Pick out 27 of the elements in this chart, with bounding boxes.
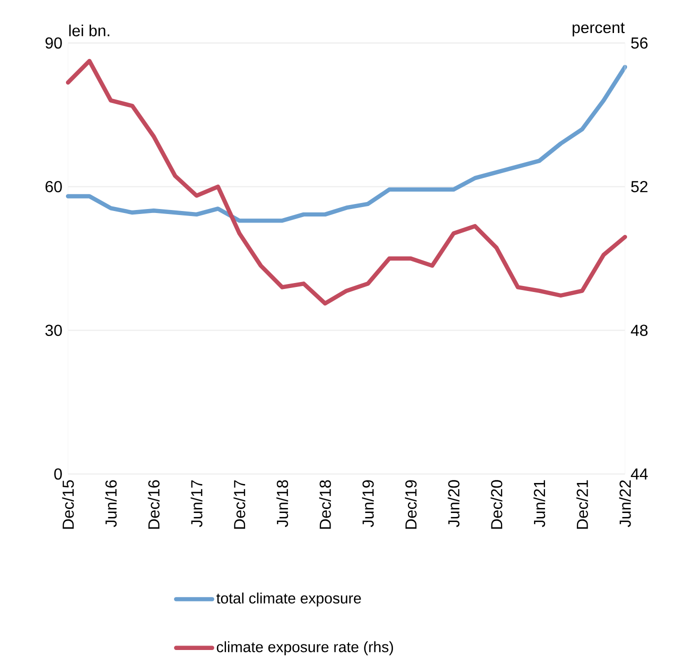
- x-tick-label: Dec/19: [404, 480, 417, 529]
- x-tick-label: Jun/21: [533, 480, 546, 528]
- y-tick-label: 30: [45, 324, 62, 336]
- x-tick-label: Jun/16: [104, 480, 117, 528]
- legend-label: climate exposure rate (rhs): [216, 641, 393, 656]
- x-tick-label: Jun/17: [190, 480, 202, 528]
- x-tick-label: Jun/18: [276, 480, 288, 528]
- x-tick-label: Dec/17: [234, 480, 246, 529]
- x-tick-label: Jun/22: [619, 480, 631, 528]
- x-tick-label: Dec/20: [490, 480, 502, 529]
- x-tick-label: Jun/20: [448, 480, 460, 528]
- x-tick-label: Dec/16: [148, 480, 160, 529]
- legend-label: total climate exposure: [216, 592, 361, 606]
- x-tick-label: Dec/18: [319, 480, 331, 529]
- y-tick-label: 90: [46, 37, 62, 49]
- x-tick-label: Jun/19: [362, 480, 374, 528]
- x-tick-label: Dec/15: [62, 480, 74, 529]
- y2-tick-label: 48: [630, 324, 648, 336]
- y2-tick-label: 56: [631, 37, 648, 49]
- y-tick-label: 0: [54, 468, 62, 480]
- x-tick-label: Dec/21: [576, 480, 588, 529]
- y2-axis-title: percent: [572, 22, 625, 36]
- line-series: [66, 58, 628, 306]
- y2-tick-label: 44: [630, 468, 648, 480]
- y-tick-label: 60: [46, 181, 62, 192]
- y-axis-title: lei bn.: [69, 24, 110, 36]
- y2-tick-label: 52: [631, 181, 648, 192]
